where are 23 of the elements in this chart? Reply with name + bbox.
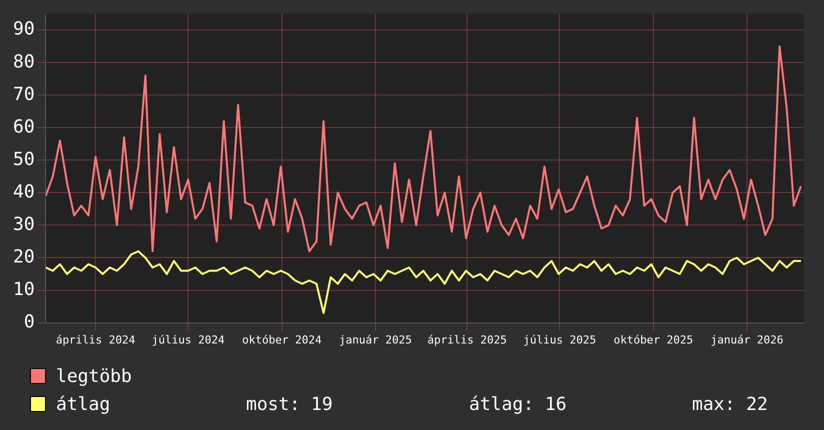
text: max: 22 — [692, 394, 769, 414]
legend-label: legtöbb — [56, 366, 133, 386]
y-tick-label: 50 — [12, 148, 35, 170]
y-tick-label: 10 — [12, 278, 35, 300]
x-tick-label: október 2025 — [614, 333, 694, 346]
x-tick-label: április 2025 — [427, 333, 507, 346]
y-tick-label: 90 — [12, 18, 35, 40]
y-tick-label: 70 — [12, 84, 35, 105]
x-tick-label: január 2025 — [339, 333, 412, 346]
text: átlag: 16 — [469, 394, 568, 414]
y-tick-label: 40 — [12, 181, 35, 202]
x-tick-label: január 2026 — [710, 333, 784, 346]
x-tick-label: október 2024 — [242, 333, 322, 346]
y-tick-label: 20 — [12, 246, 35, 268]
x-tick-label: július 2024 — [152, 333, 225, 346]
x-tick-label: július 2025 — [523, 333, 596, 346]
y-tick-label: 30 — [12, 214, 35, 235]
y-tick-label: 60 — [12, 116, 35, 138]
legend-label: átlag — [56, 394, 112, 414]
y-tick-label: 0 — [24, 311, 35, 332]
text: most: 19 — [246, 394, 334, 414]
y-tick-label: 80 — [12, 51, 35, 72]
x-tick-label: április 2024 — [56, 333, 136, 346]
